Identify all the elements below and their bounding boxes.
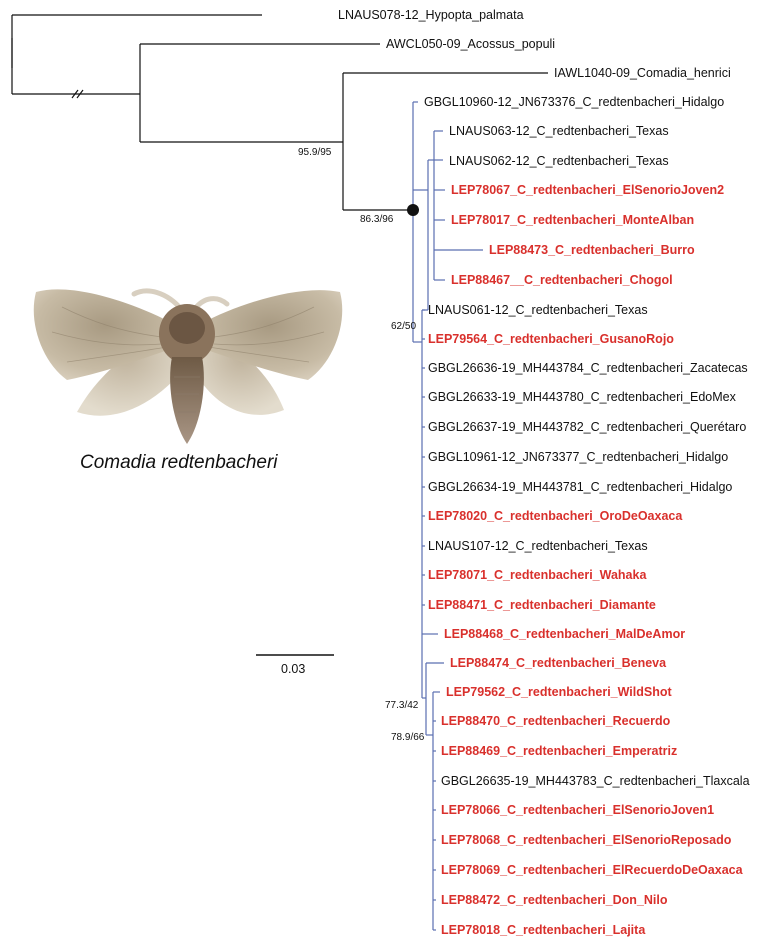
tip-label: GBGL26635-19_MH443783_C_redtenbacheri_Tl…	[441, 774, 750, 788]
tip-label: GBGL26633-19_MH443780_C_redtenbacheri_Ed…	[428, 390, 737, 404]
tip-label: LEP78018_C_redtenbacheri_Lajita	[441, 923, 646, 937]
tip-label: LEP78066_C_redtenbacheri_ElSenorioJoven1	[441, 803, 714, 817]
tip-label: LEP78020_C_redtenbacheri_OroDeOaxaca	[428, 509, 683, 523]
tip-label: GBGL26634-19_MH443781_C_redtenbacheri_Hi…	[428, 480, 732, 494]
species-caption: Comadia redtenbacheri	[80, 452, 278, 473]
tip-label: GBGL26637-19_MH443782_C_redtenbacheri_Qu…	[428, 420, 746, 434]
support-value: 77.3/42	[385, 700, 419, 711]
tip-label: LEP88470_C_redtenbacheri_Recuerdo	[441, 714, 671, 728]
support-values: 95.9/95 86.3/96 62/50 77.3/42 78.9/66	[298, 147, 425, 743]
tip-label: LEP88473_C_redtenbacheri_Burro	[489, 243, 695, 257]
tip-label: GBGL10960-12_JN673376_C_redtenbacheri_Hi…	[424, 95, 724, 109]
tip-label: GBGL10961-12_JN673377_C_redtenbacheri_Hi…	[428, 450, 728, 464]
tip-label: LEP88467__C_redtenbacheri_Chogol	[451, 273, 673, 287]
scale-bar-label: 0.03	[281, 662, 306, 676]
node-marker	[407, 204, 419, 216]
tip-label: LEP88472_C_redtenbacheri_Don_Nilo	[441, 893, 668, 907]
support-value: 95.9/95	[298, 147, 332, 158]
tip-label: LEP78071_C_redtenbacheri_Wahaka	[428, 568, 647, 582]
tip-label: LNAUS061-12_C_redtenbacheri_Texas	[428, 303, 648, 317]
tip-label: LEP88469_C_redtenbacheri_Emperatriz	[441, 744, 677, 758]
tip-label: LEP79562_C_redtenbacheri_WildShot	[446, 685, 672, 699]
tip-label: GBGL26636-19_MH443784_C_redtenbacheri_Za…	[428, 361, 748, 375]
tip-label: IAWL1040-09_Comadia_henrici	[554, 66, 731, 80]
tip-label: LEP79564_C_redtenbacheri_GusanoRojo	[428, 332, 674, 346]
tip-labels: LNAUS078-12_Hypopta_palmata AWCL050-09_A…	[338, 8, 750, 937]
tip-label: LNAUS063-12_C_redtenbacheri_Texas	[449, 124, 669, 138]
moth-image	[33, 288, 343, 444]
tip-label: LNAUS078-12_Hypopta_palmata	[338, 8, 524, 22]
tip-label: LNAUS107-12_C_redtenbacheri_Texas	[428, 539, 648, 553]
support-value: 62/50	[391, 321, 416, 332]
tip-label: LEP78068_C_redtenbacheri_ElSenorioReposa…	[441, 833, 732, 847]
ingroup-branches	[412, 101, 483, 931]
tip-label: LNAUS062-12_C_redtenbacheri_Texas	[449, 154, 669, 168]
tip-label: LEP88468_C_redtenbacheri_MalDeAmor	[444, 627, 685, 641]
tip-label: LEP78067_C_redtenbacheri_ElSenorioJoven2	[451, 183, 724, 197]
tip-label: LEP88474_C_redtenbacheri_Beneva	[450, 656, 667, 670]
outgroup-branches	[11, 14, 548, 211]
tip-label: LEP78017_C_redtenbacheri_MonteAlban	[451, 213, 694, 227]
support-value: 86.3/96	[360, 214, 394, 225]
tip-label: LEP78069_C_redtenbacheri_ElRecuerdoDeOax…	[441, 863, 744, 877]
support-value: 78.9/66	[391, 732, 425, 743]
tip-label: AWCL050-09_Acossus_populi	[386, 37, 555, 51]
tip-label: LEP88471_C_redtenbacheri_Diamante	[428, 598, 656, 612]
